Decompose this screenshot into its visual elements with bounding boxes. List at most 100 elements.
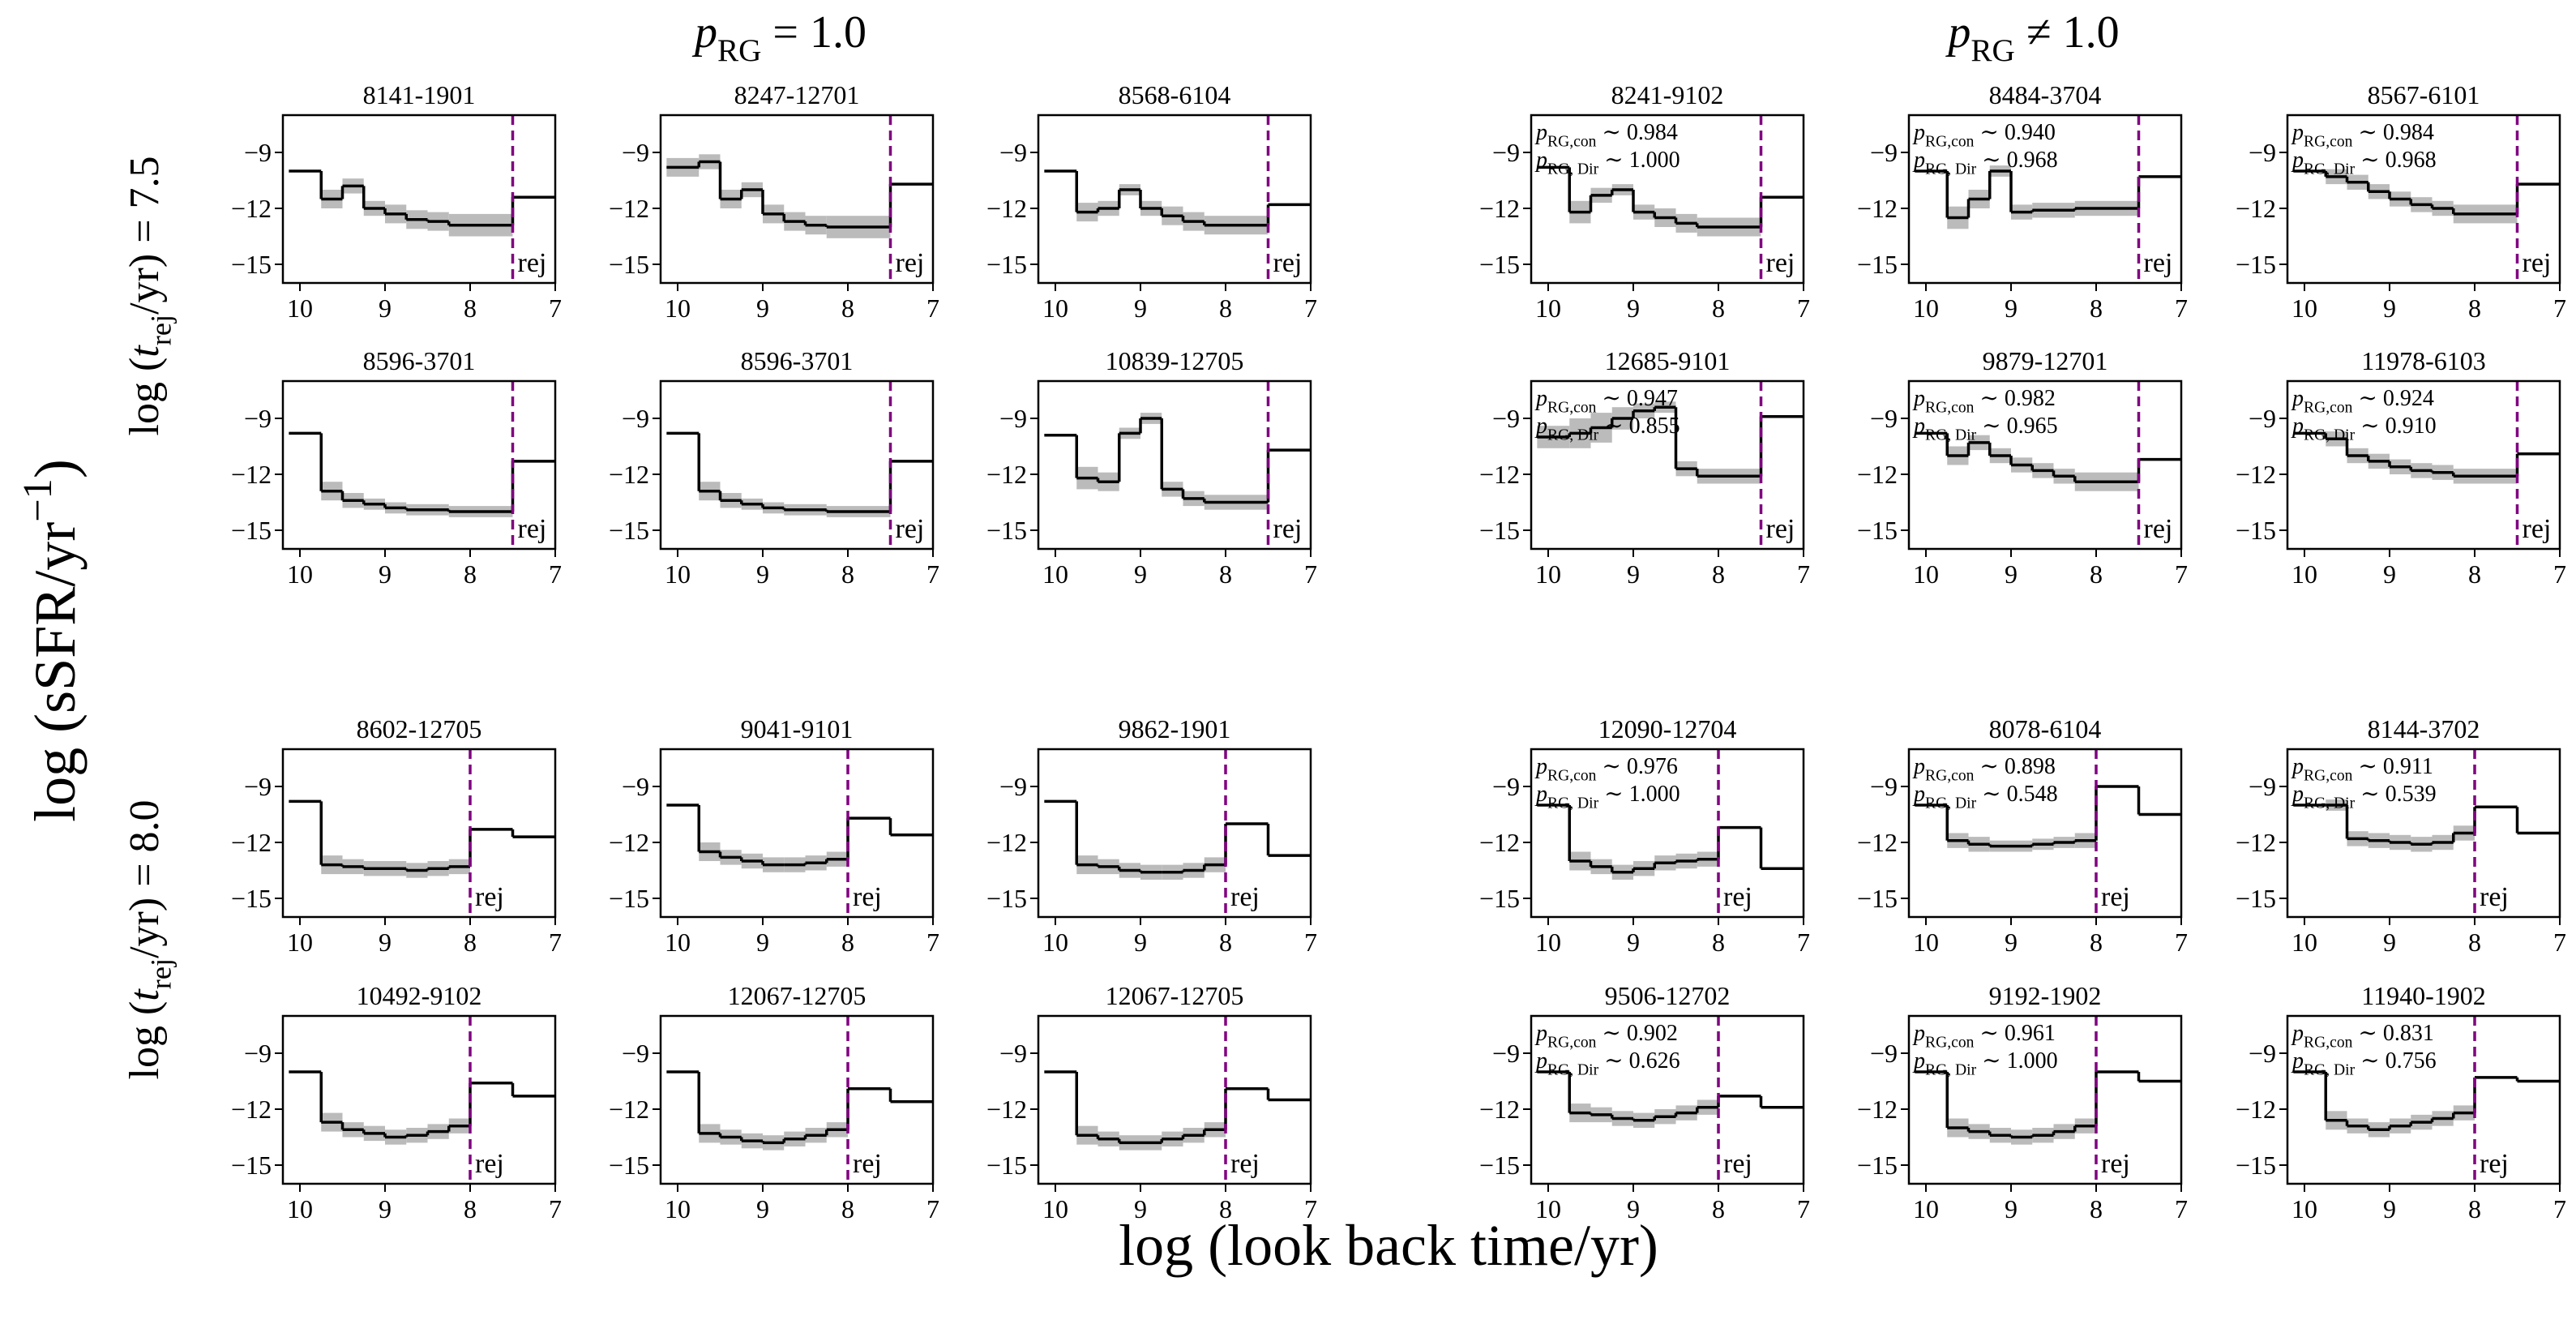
plot-area [1537, 165, 1804, 237]
plot-area [1915, 1070, 2181, 1145]
y-tick-label: −12 [1479, 828, 1520, 857]
y-tick-label: −15 [2236, 250, 2276, 279]
column-header: pRG = 1.0 [691, 7, 867, 68]
rejection-label: rej [896, 248, 925, 278]
y-tick-label: −9 [244, 404, 272, 433]
x-tick-label: 9 [1134, 559, 1147, 589]
y-tick-label: −9 [2249, 772, 2276, 801]
annotation-part: p [1912, 148, 1925, 173]
annotation: pRG, Dir ∼ 0.855 [1534, 414, 1680, 444]
annotation-part: RG,con [1547, 399, 1597, 416]
x-tick-label: 10 [1535, 294, 1561, 323]
x-tick-label: 8 [841, 1194, 854, 1223]
column-header-part: RG [1971, 33, 2014, 68]
annotation-part: ∼ 0.940 [1974, 120, 2055, 145]
x-tick-label: 9 [2005, 1194, 2018, 1223]
annotation-part: p [1912, 754, 1925, 779]
rejection-label: rej [1723, 1149, 1752, 1179]
y-tick-label: −12 [231, 194, 272, 223]
plot-area [289, 1070, 555, 1145]
x-tick-label: 8 [1219, 928, 1232, 957]
annotation-part: p [1912, 414, 1925, 439]
row-label-part: /yr) = 8.0 [122, 799, 168, 958]
y-tick-label: −12 [231, 460, 272, 489]
x-tick-label: 10 [665, 559, 691, 589]
axes-frame [281, 1014, 557, 1185]
y-tick-label: −12 [609, 194, 649, 223]
panel-title: 8144-3702 [2368, 714, 2480, 743]
plot-area [289, 799, 555, 878]
rejection-label: rej [518, 514, 547, 544]
x-tick-label: 10 [665, 294, 691, 323]
x-tick-label: 8 [2468, 294, 2481, 323]
y-tick-label: −12 [986, 460, 1027, 489]
annotation: pRG,con ∼ 0.911 [2291, 754, 2433, 784]
annotation-part: ∼ 0.911 [2352, 754, 2433, 779]
rejection-label: rej [2144, 248, 2173, 278]
x-tick-label: 9 [2383, 928, 2396, 957]
annotation: pRG, Dir ∼ 1.000 [1912, 1048, 2058, 1078]
annotation-part: ∼ 0.968 [2355, 148, 2436, 173]
annotation: pRG,con ∼ 0.940 [1912, 120, 2056, 150]
annotation-part: RG, Dir [1925, 426, 1977, 444]
annotation-part: ∼ 0.831 [2352, 1021, 2433, 1046]
annotation: pRG,con ∼ 0.947 [1534, 386, 1678, 416]
panel-title: 9862-1901 [1119, 714, 1231, 743]
annotation-part: p [1534, 148, 1547, 173]
x-tick-label: 10 [2291, 1194, 2317, 1223]
rejection-label: rej [518, 248, 547, 278]
y-axis-label-part: ) [23, 459, 88, 478]
annotation: pRG,con ∼ 0.898 [1912, 754, 2056, 784]
annotation-part: p [1534, 1048, 1547, 1073]
x-tick-label: 10 [2291, 559, 2317, 589]
x-tick-label: 8 [2090, 928, 2103, 957]
x-tick-label: 10 [1535, 928, 1561, 957]
x-tick-label: 7 [1797, 294, 1810, 323]
annotation-part: RG, Dir [1925, 795, 1977, 812]
row-label-part: t [122, 345, 168, 358]
y-tick-label: −15 [231, 250, 272, 279]
x-tick-label: 9 [1134, 294, 1147, 323]
x-tick-label: 9 [379, 294, 392, 323]
annotation-part: ∼ 0.756 [2355, 1048, 2436, 1073]
annotation-part: p [1534, 120, 1547, 145]
y-tick-label: −12 [986, 194, 1027, 223]
annotation-part: p [1534, 386, 1547, 411]
annotation-part: p [2291, 754, 2304, 779]
annotation-part: ∼ 0.961 [1974, 1021, 2055, 1046]
panel-title: 9879-12701 [1983, 346, 2108, 375]
plot-area [1915, 785, 2181, 852]
y-tick-label: −12 [231, 828, 272, 857]
y-tick-label: −15 [986, 1151, 1027, 1180]
x-tick-label: 10 [665, 928, 691, 957]
annotation-part: RG, Dir [1925, 161, 1977, 178]
annotation: pRG, Dir ∼ 0.965 [1912, 414, 2058, 444]
annotation: pRG, Dir ∼ 0.626 [1534, 1048, 1680, 1078]
row-label-part: log ( [122, 1001, 168, 1080]
panel: 9862-1901 rej 10 9 8 7 −9 −12 −15 [986, 714, 1317, 957]
annotation-part: RG, Dir [1547, 161, 1599, 178]
panel-title: 9506-12702 [1605, 981, 1731, 1010]
panel-title: 8241-9102 [1611, 80, 1724, 109]
annotation-part: RG,con [1547, 767, 1597, 784]
y-tick-label: −12 [2236, 460, 2276, 489]
column-header-part: ≠ 1.0 [2015, 7, 2120, 58]
annotation-part: ∼ 1.000 [1598, 148, 1680, 173]
rejection-label: rej [1273, 248, 1303, 278]
annotation-part: RG,con [2304, 399, 2353, 416]
y-tick-label: −15 [609, 1151, 649, 1180]
panel-title: 8141-1901 [363, 80, 476, 109]
x-tick-label: 8 [1219, 1194, 1232, 1223]
axes-frame [1037, 1014, 1312, 1185]
panel-title: 11940-1902 [2361, 981, 2485, 1010]
annotation-part: ∼ 0.539 [2355, 782, 2436, 807]
panel: 8141-1901 rej 10 9 8 7 −9 −12 −15 [231, 80, 562, 323]
axes-frame [659, 1014, 935, 1185]
annotation-part: ∼ 1.000 [1976, 1048, 2057, 1073]
x-tick-label: 7 [926, 928, 939, 957]
y-tick-label: −9 [999, 404, 1027, 433]
y-tick-label: −9 [1492, 404, 1520, 433]
rejection-label: rej [1230, 1149, 1260, 1179]
